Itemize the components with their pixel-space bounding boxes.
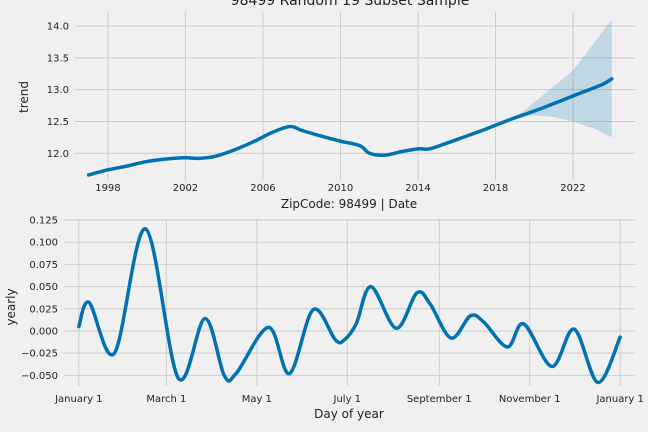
trend-x-tick-label: 2018 (483, 183, 508, 194)
trend-x-tick-label: 2006 (250, 183, 275, 194)
trend-x-axis-label: ZipCode: 98499 | Date (281, 197, 417, 211)
trend-y-tick-label: 12.5 (47, 117, 69, 128)
yearly-x-tick-label: May 1 (242, 394, 272, 405)
trend-y-tick-label: 13.0 (47, 85, 69, 96)
yearly-x-tick-label: January 1 (595, 394, 643, 405)
trend-y-tick-label: 13.5 (47, 53, 69, 64)
yearly-series-line (77, 227, 622, 385)
yearly-y-tick-label: 0.125 (29, 216, 58, 227)
trend-series-line (86, 77, 614, 177)
trend-x-tick-label: 2022 (560, 183, 585, 194)
yearly-tick-labels: January 1 March 1 May 1 July 1 September 1 No… (21, 216, 644, 406)
trend-tick-labels: 1998 2002 2006 2010 2014 2018 2022 12.0 12.5 13.0… (47, 22, 586, 195)
trend-panel: 1998 2002 2006 2010 2014 2018 2022 12.0 12.5 13.0… (17, 0, 635, 211)
trend-y-axis-label: trend (17, 81, 31, 113)
yearly-y-tick-label: 0.000 (29, 326, 58, 337)
yearly-y-tick-label: 0.050 (29, 282, 58, 293)
yearly-x-tick-label: July 1 (333, 394, 362, 405)
yearly-y-axis-label: yearly (4, 288, 18, 325)
trend-y-tick-label: 12.0 (47, 149, 69, 160)
trend-x-tick-label: 2010 (328, 183, 353, 194)
yearly-panel: January 1 March 1 May 1 July 1 September 1 No… (4, 216, 644, 422)
yearly-x-tick-label: September 1 (407, 394, 472, 405)
trend-y-tick-label: 14.0 (47, 22, 69, 33)
yearly-x-tick-label: November 1 (499, 394, 561, 405)
trend-uncertainty-band (514, 19, 612, 138)
yearly-y-tick-label: 0.100 (29, 238, 58, 249)
yearly-y-tick-label: 0.025 (29, 304, 58, 315)
trend-x-tick-label: 2002 (173, 183, 198, 194)
yearly-y-tick-label: −0.025 (21, 349, 58, 360)
yearly-x-axis-label: Day of year (314, 407, 384, 421)
yearly-grid (64, 219, 635, 386)
trend-x-tick-label: 2014 (405, 183, 430, 194)
trend-x-tick-label: 1998 (95, 183, 120, 194)
yearly-x-tick-label: January 1 (54, 394, 102, 405)
chart-title: 98499 Random 19 Subset Sample (231, 0, 470, 9)
yearly-x-tick-label: March 1 (146, 394, 186, 405)
yearly-y-tick-label: −0.050 (21, 371, 58, 382)
yearly-y-tick-label: 0.075 (29, 260, 58, 271)
trend-grid (75, 12, 635, 180)
